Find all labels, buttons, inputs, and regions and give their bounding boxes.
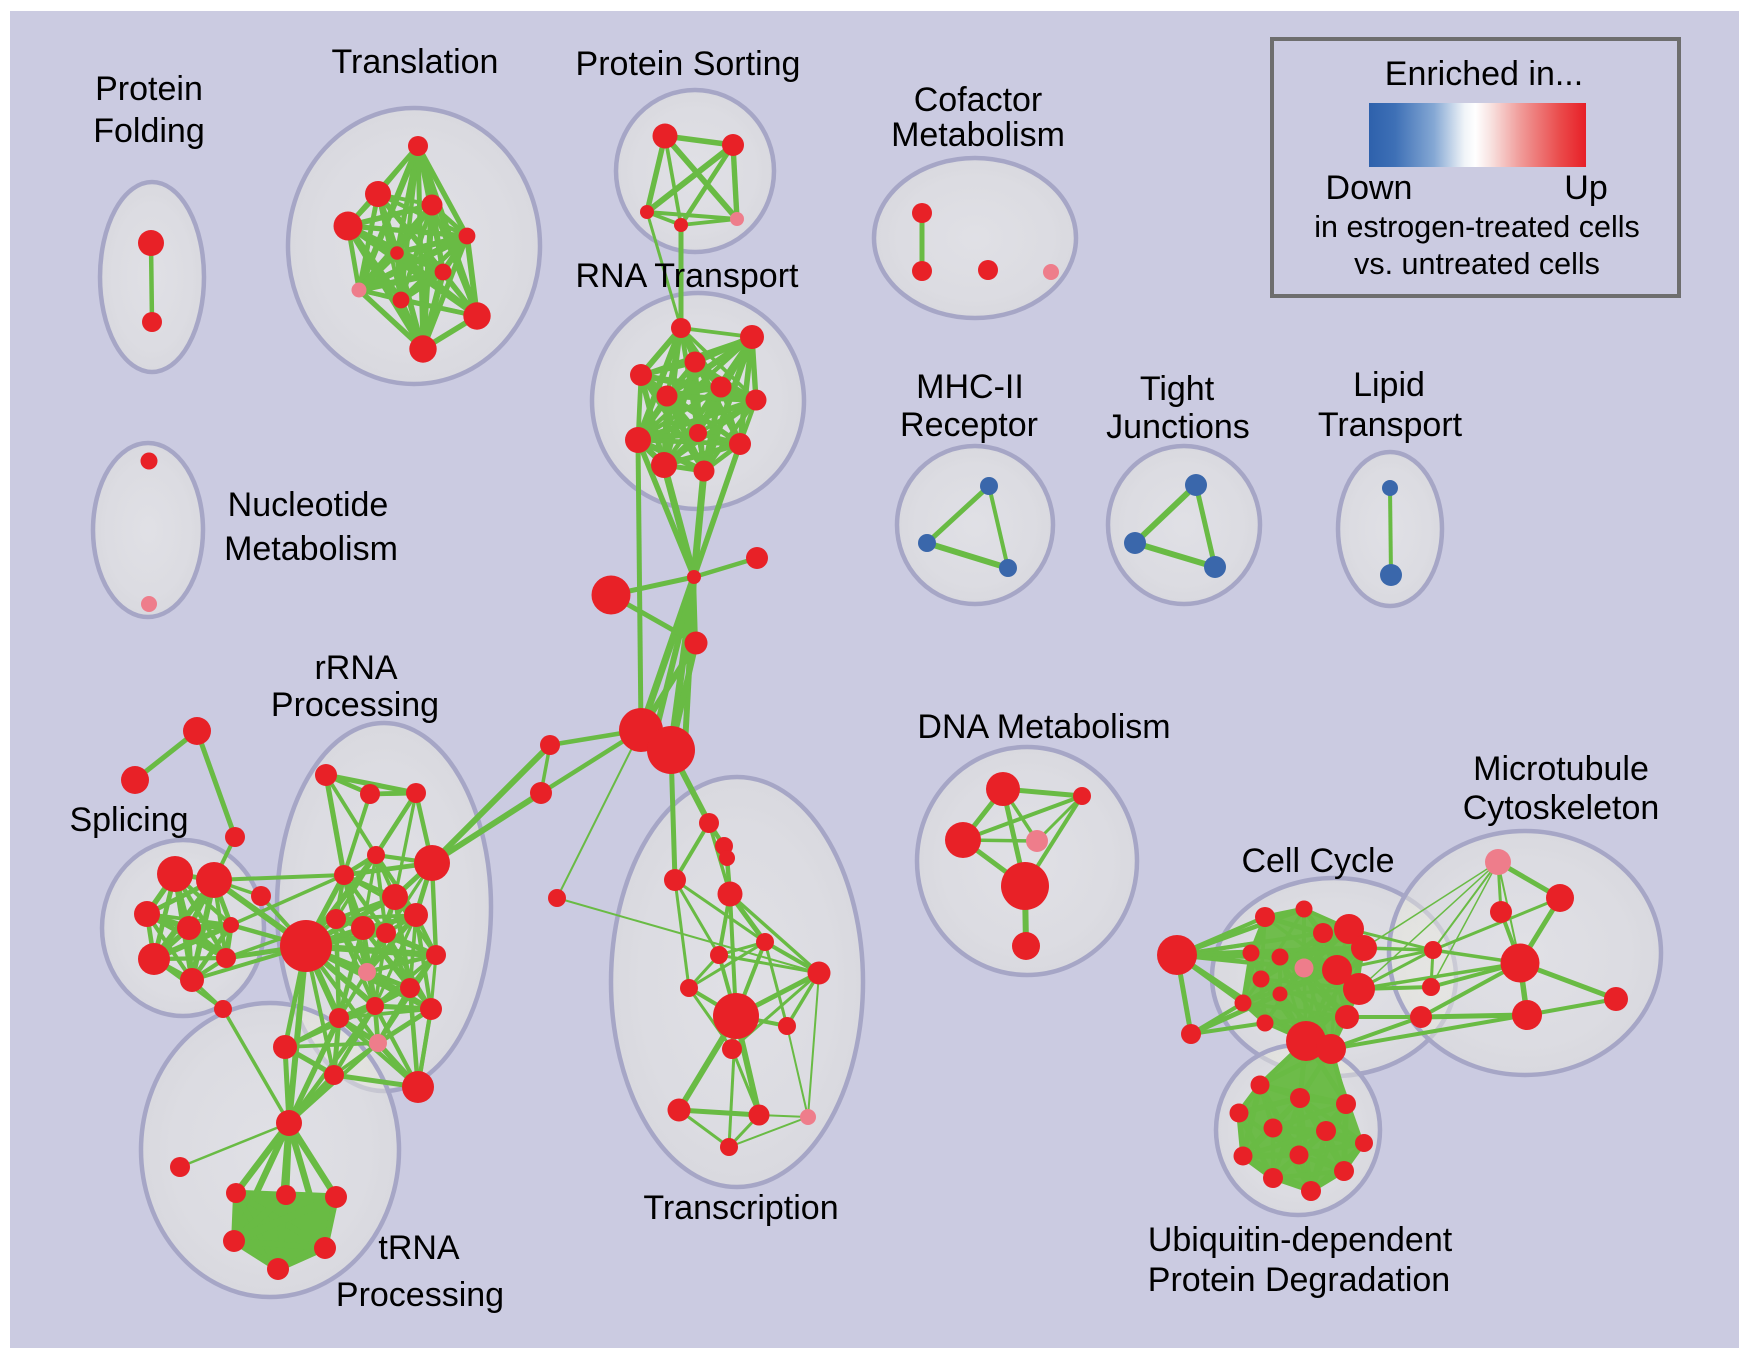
svg-text:in estrogen-treated cells: in estrogen-treated cells bbox=[1314, 210, 1640, 244]
svg-text:Processing: Processing bbox=[336, 1276, 504, 1314]
svg-text:Cytoskeleton: Cytoskeleton bbox=[1463, 789, 1660, 827]
svg-text:Protein: Protein bbox=[95, 70, 203, 108]
svg-text:Junctions: Junctions bbox=[1106, 408, 1250, 446]
svg-text:Translation: Translation bbox=[332, 43, 499, 81]
svg-text:Cofactor: Cofactor bbox=[914, 81, 1043, 119]
svg-text:Metabolism: Metabolism bbox=[891, 116, 1065, 154]
svg-text:Metabolism: Metabolism bbox=[224, 530, 398, 568]
svg-text:vs. untreated cells: vs. untreated cells bbox=[1354, 247, 1600, 281]
svg-text:RNA Transport: RNA Transport bbox=[576, 257, 800, 295]
svg-text:DNA Metabolism: DNA Metabolism bbox=[917, 708, 1170, 746]
svg-text:Down: Down bbox=[1326, 169, 1413, 207]
svg-text:Receptor: Receptor bbox=[900, 406, 1038, 444]
svg-text:Processing: Processing bbox=[271, 686, 439, 724]
svg-text:rRNA: rRNA bbox=[314, 649, 397, 687]
svg-text:Transcription: Transcription bbox=[643, 1189, 838, 1227]
svg-text:Up: Up bbox=[1564, 169, 1607, 207]
svg-text:Protein Degradation: Protein Degradation bbox=[1148, 1261, 1450, 1299]
svg-text:Enriched in...: Enriched in... bbox=[1385, 55, 1583, 93]
svg-text:tRNA: tRNA bbox=[378, 1229, 460, 1267]
svg-text:Splicing: Splicing bbox=[69, 801, 188, 839]
svg-text:Protein Sorting: Protein Sorting bbox=[576, 45, 801, 83]
svg-text:Lipid: Lipid bbox=[1353, 366, 1425, 404]
svg-text:Folding: Folding bbox=[93, 112, 205, 150]
svg-text:Nucleotide: Nucleotide bbox=[228, 486, 389, 524]
svg-text:Tight: Tight bbox=[1140, 370, 1215, 408]
svg-text:Cell Cycle: Cell Cycle bbox=[1241, 842, 1394, 880]
svg-text:MHC-II: MHC-II bbox=[916, 368, 1024, 406]
svg-text:Ubiquitin-dependent: Ubiquitin-dependent bbox=[1148, 1221, 1453, 1259]
svg-text:Transport: Transport bbox=[1318, 406, 1463, 444]
svg-text:Microtubule: Microtubule bbox=[1473, 750, 1649, 788]
